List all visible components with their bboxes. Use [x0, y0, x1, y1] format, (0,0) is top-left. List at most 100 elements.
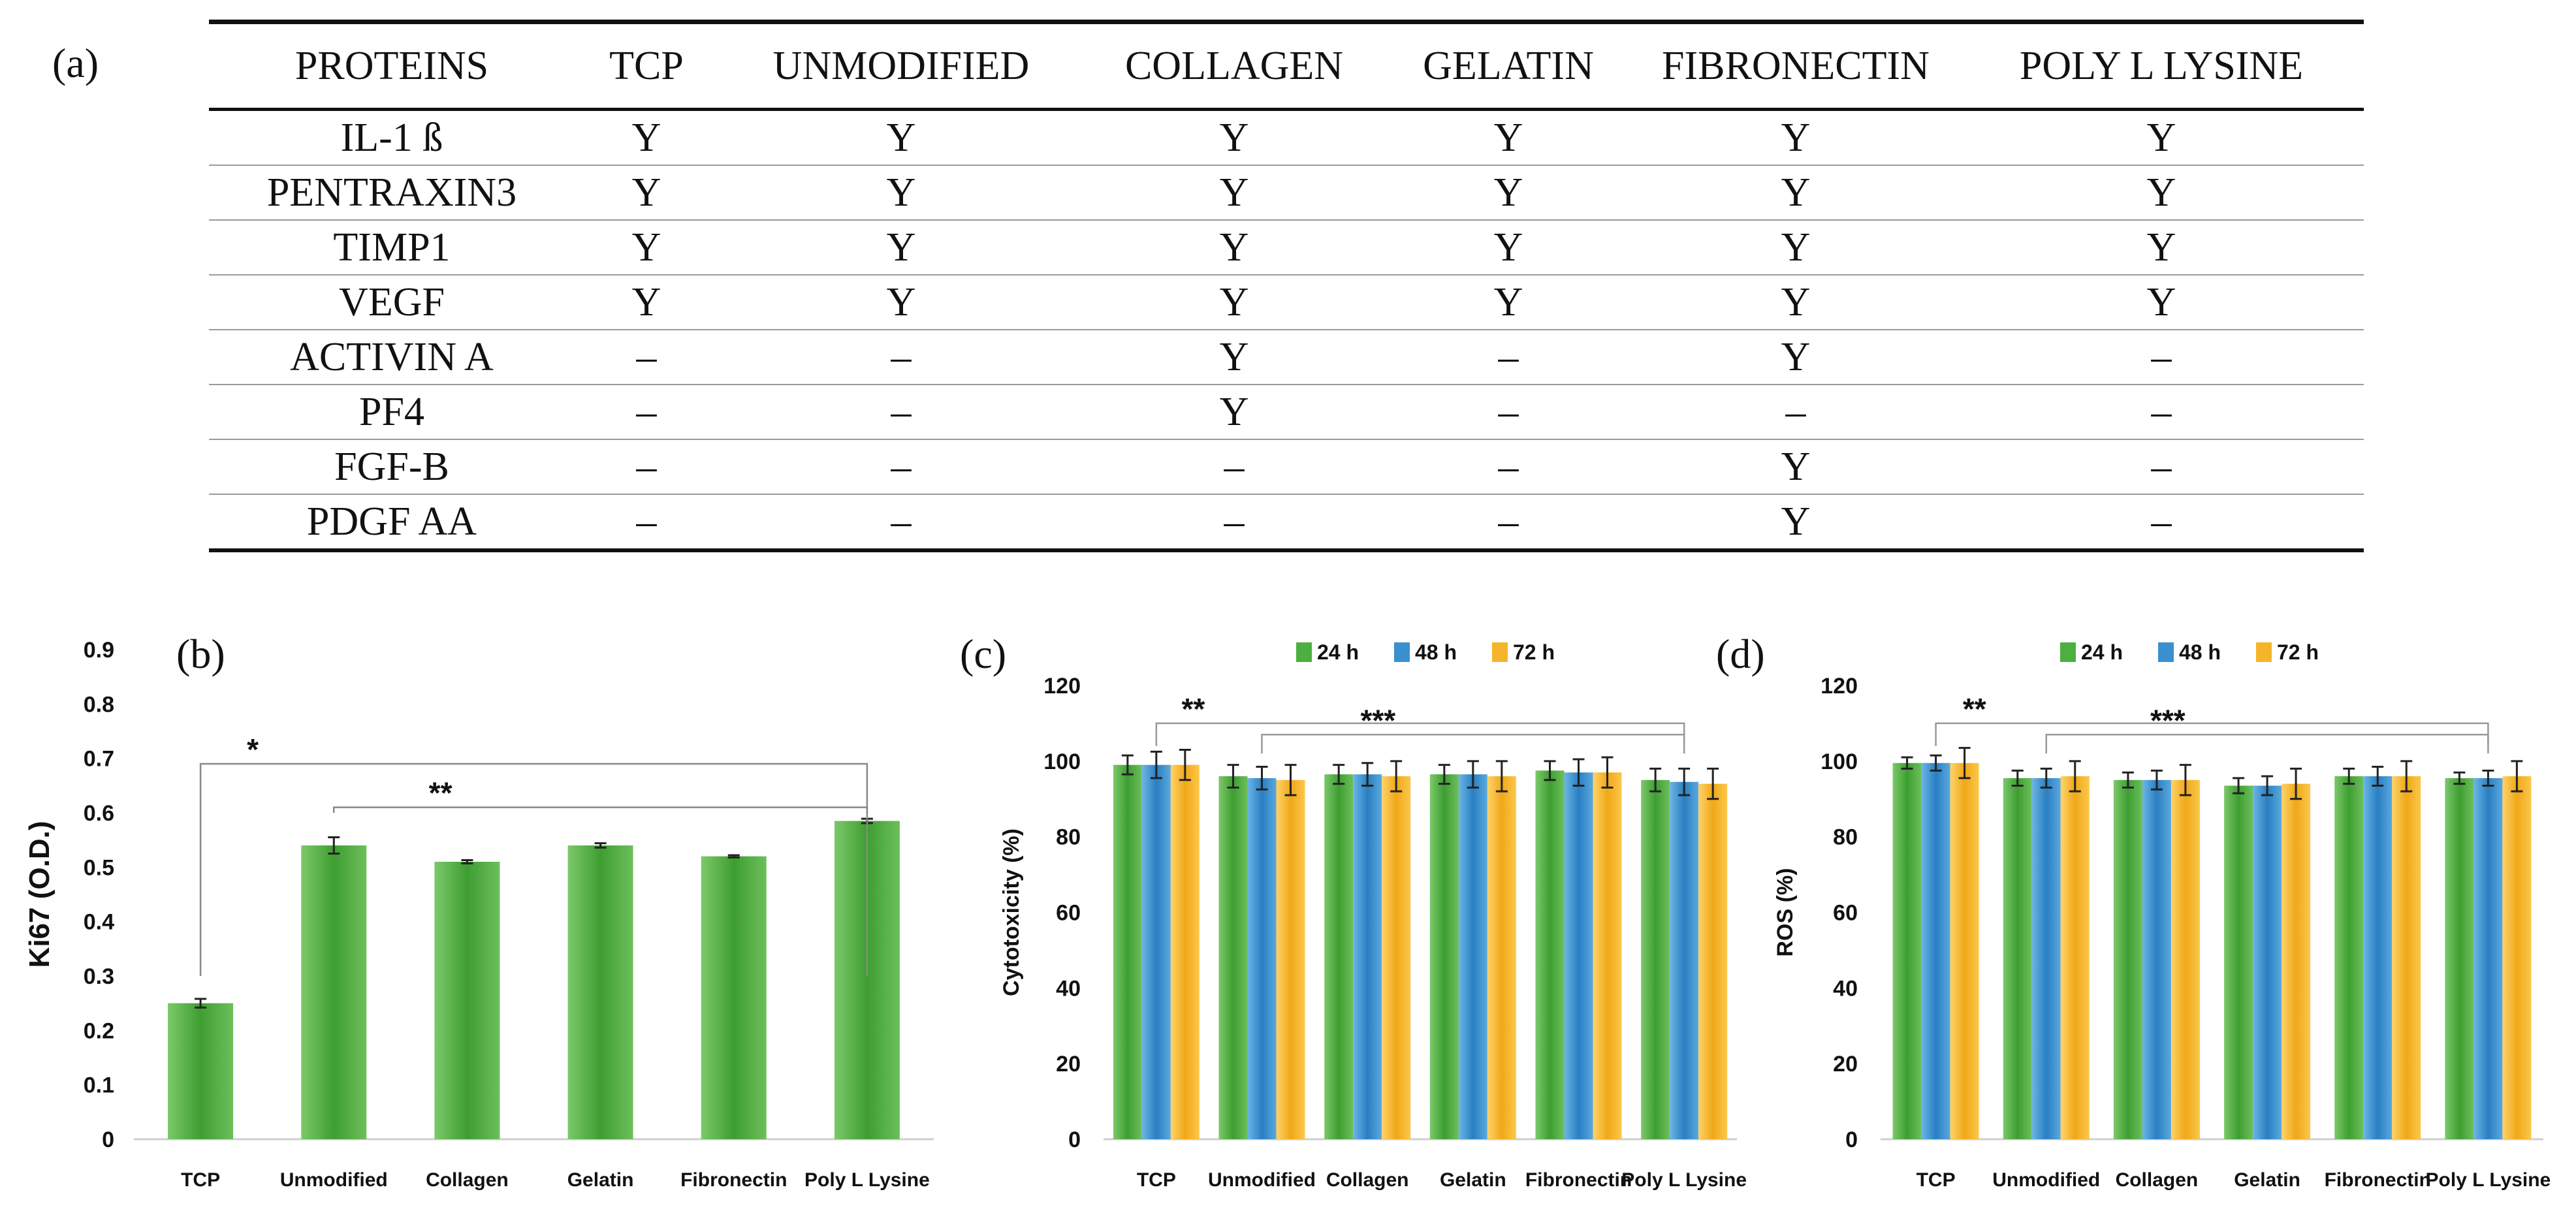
bar-72-h	[2060, 776, 2090, 1139]
y-tick-label: 120	[1821, 674, 1858, 699]
detection-cell: Y	[1632, 439, 1959, 495]
detection-cell: Y	[1959, 220, 2364, 276]
bar-48-h	[1670, 781, 1699, 1139]
bar-24-h	[1892, 763, 1922, 1139]
y-tick-label: 0.2	[84, 1018, 114, 1043]
header-poly-l-lysine: POLY L LYSINE	[1959, 20, 2364, 111]
x-tick-label: Unmodified	[280, 1169, 388, 1191]
bar-48-h	[2031, 778, 2061, 1139]
protein-name-cell: VEGF	[209, 275, 575, 330]
bar-48-h	[2473, 778, 2503, 1139]
significance-bracket	[1261, 734, 1685, 754]
table-row: PENTRAXIN3 Y Y Y Y Y Y	[209, 165, 2364, 221]
detection-cell: –	[1632, 385, 1959, 440]
detection-cell: Y	[575, 165, 718, 221]
y-axis-label: ROS (%)	[1773, 868, 1798, 957]
table-row: PDGF AA – – – – Y –	[209, 494, 2364, 552]
detection-cell: Y	[718, 275, 1084, 330]
bar-72-h	[1382, 776, 1411, 1139]
bar-72-h	[1170, 764, 1200, 1139]
y-tick-label: 0.4	[84, 910, 114, 935]
x-tick-label: Fibronectin	[680, 1169, 787, 1191]
detection-cell: Y	[1959, 275, 2364, 330]
detection-cell: –	[1084, 494, 1384, 552]
legend-label: 48 h	[1415, 640, 1457, 664]
bar-72-h	[2502, 776, 2532, 1139]
panel-label-d: (d)	[1716, 631, 1765, 677]
detection-cell: Y	[1632, 220, 1959, 276]
table-row: TIMP1 Y Y Y Y Y Y	[209, 220, 2364, 276]
bar-24-h	[2224, 785, 2253, 1139]
header-unmodified: UNMODIFIED	[718, 20, 1084, 111]
legend-swatch	[2060, 642, 2076, 662]
bar-72-h	[2171, 779, 2200, 1139]
bar-ki67	[168, 1003, 234, 1139]
y-tick-label: 120	[1043, 674, 1081, 699]
detection-cell: –	[1384, 385, 1632, 440]
detection-cell: Y	[1084, 220, 1384, 276]
significance-label: **	[1182, 692, 1205, 726]
significance-bracket	[333, 806, 868, 813]
bar-48-h	[1458, 774, 1487, 1139]
bar-48-h	[1921, 763, 1950, 1139]
significance-label: **	[1963, 692, 1986, 726]
chart-c: 0 20 40 60 80 100 120 Cytotoxicity (%) TCP Unmodi…	[999, 640, 1747, 1191]
detection-cell: Y	[718, 220, 1084, 276]
legend-swatch	[2256, 642, 2272, 662]
bar-48-h	[1141, 764, 1171, 1139]
y-tick-label: 80	[1056, 825, 1081, 850]
y-tick-label: 60	[1056, 901, 1081, 926]
detection-cell: Y	[1384, 275, 1632, 330]
detection-cell: –	[1084, 439, 1384, 495]
bar-24-h	[1218, 776, 1248, 1139]
y-tick-label: 80	[1833, 825, 1858, 850]
bar-48-h	[2363, 776, 2393, 1139]
header-gelatin: GELATIN	[1384, 20, 1632, 111]
header-proteins: PROTEINS	[209, 20, 575, 111]
panel-label-c: (c)	[960, 631, 1007, 677]
bar-48-h	[1564, 772, 1593, 1139]
bar-24-h	[1535, 770, 1565, 1139]
bar-48-h	[1353, 774, 1382, 1139]
bar-72-h	[1950, 763, 1979, 1139]
bar-24-h	[2003, 778, 2032, 1139]
significance-label: ***	[2150, 703, 2186, 737]
bar-72-h	[1698, 783, 1728, 1139]
table-row: VEGF Y Y Y Y Y Y	[209, 275, 2364, 330]
detection-cell: –	[575, 494, 718, 552]
header-fibronectin: FIBRONECTIN	[1632, 20, 1959, 111]
bar-72-h	[2392, 776, 2421, 1139]
bar-72-h	[1593, 772, 1622, 1139]
table-row: PF4– – Y – – –	[209, 385, 2364, 440]
x-tick-label: Fibronectin	[1525, 1169, 1632, 1191]
x-tick-label: Poly L Lysine	[1621, 1169, 1747, 1191]
y-tick-label: 40	[1833, 976, 1858, 1001]
detection-cell: Y	[1084, 385, 1384, 440]
y-tick-label: 0.3	[84, 964, 114, 989]
table-row: FGF-B – – – – Y –	[209, 439, 2364, 495]
legend-label: 72 h	[1513, 640, 1555, 664]
detection-cell: Y	[718, 165, 1084, 221]
detection-cell: Y	[575, 109, 718, 166]
detection-cell: –	[1384, 439, 1632, 495]
detection-cell: Y	[1632, 165, 1959, 221]
protein-table: PROTEINS TCP UNMODIFIED COLLAGEN GELATIN…	[209, 20, 2576, 552]
panel-label-b: (b)	[176, 631, 225, 677]
table-header-row: PROTEINS TCP UNMODIFIED COLLAGEN GELATIN…	[209, 20, 2364, 111]
y-tick-label: 20	[1056, 1052, 1081, 1077]
x-tick-label: Unmodified	[1992, 1169, 2100, 1191]
bar-48-h	[2142, 779, 2171, 1139]
y-axis-label: Ki67 (O.D.)	[24, 821, 56, 968]
detection-cell: Y	[1632, 330, 1959, 385]
x-tick-label: Gelatin	[1440, 1169, 1506, 1191]
y-axis-label: Cytotoxicity (%)	[999, 828, 1024, 996]
y-tick-label: 0.6	[84, 801, 114, 826]
y-tick-label: 40	[1056, 976, 1081, 1001]
detection-cell: –	[575, 330, 718, 385]
detection-cell: Y	[1959, 165, 2364, 221]
bar-72-h	[1276, 779, 1305, 1139]
y-tick-label: 0	[1845, 1127, 1858, 1152]
detection-cell: –	[1384, 494, 1632, 552]
